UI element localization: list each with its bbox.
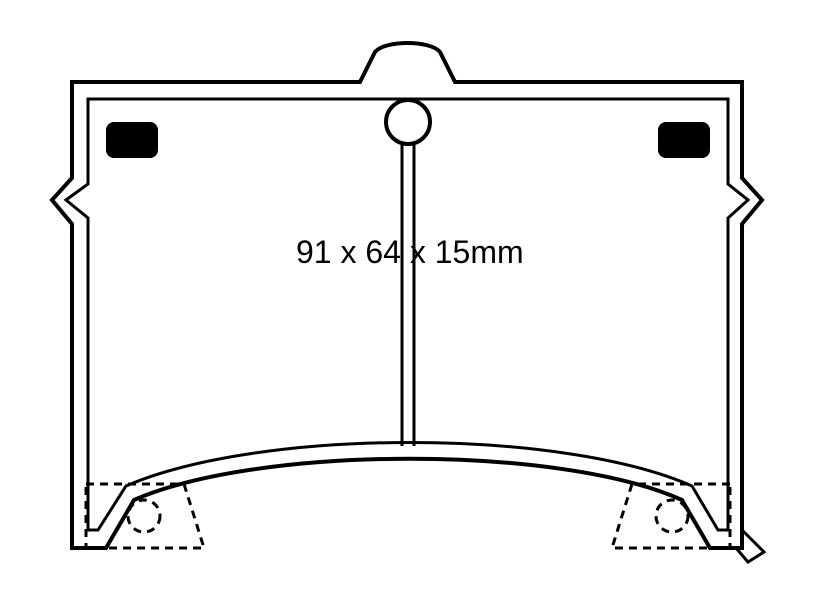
top-left-slot — [108, 124, 156, 156]
pad-inner-outline — [66, 99, 748, 530]
brake-pad-diagram: 91 x 64 x 15mm — [0, 0, 815, 609]
dimension-label: 91 x 64 x 15mm — [296, 234, 524, 271]
brake-pad-svg — [0, 0, 815, 609]
top-center-hole — [386, 100, 430, 144]
top-right-slot — [660, 124, 708, 156]
